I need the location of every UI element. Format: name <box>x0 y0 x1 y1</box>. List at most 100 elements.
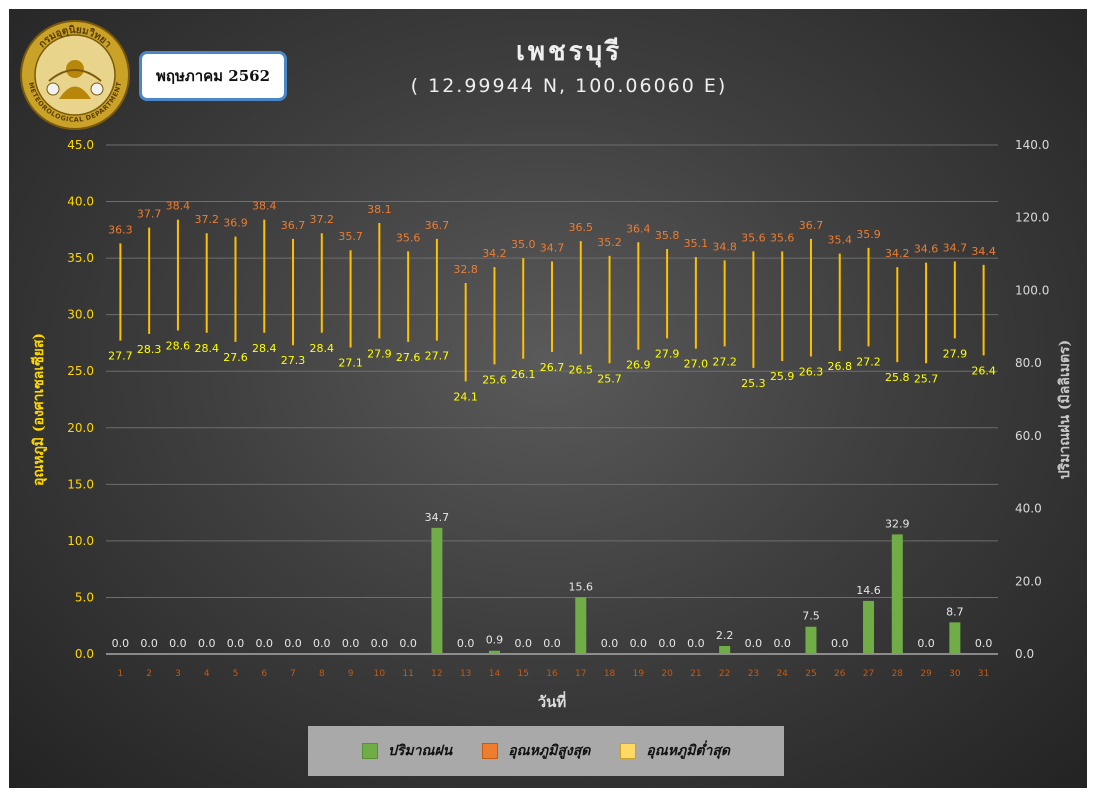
x-axis-tick-label: 3 <box>175 669 181 679</box>
min-temp-label: 26.1 <box>511 368 536 381</box>
rain-data-label: 15.6 <box>569 580 594 593</box>
rain-data-label: 8.7 <box>946 605 964 618</box>
min-temp-label: 25.3 <box>741 377 766 390</box>
min-temp-label: 27.7 <box>425 350 450 363</box>
rain-data-label: 0.0 <box>371 637 389 650</box>
max-temp-label: 36.3 <box>108 223 133 236</box>
right-axis-tick-label: 80.0 <box>1015 356 1042 370</box>
right-axis-tick-label: 60.0 <box>1015 429 1042 443</box>
rain-data-label: 34.7 <box>425 511 450 524</box>
rain-data-label: 0.0 <box>975 637 993 650</box>
rain-data-label: 0.0 <box>687 637 705 650</box>
right-axis-title: ปริมาณฝน (มิลลิเมตร) <box>1057 340 1073 479</box>
max-temp-label: 37.2 <box>310 213 335 226</box>
min-temp-label: 24.1 <box>453 390 478 403</box>
min-temp-label: 27.9 <box>943 347 968 360</box>
left-axis-tick-label: 25.0 <box>67 364 94 378</box>
max-temp-label: 35.9 <box>856 228 881 241</box>
rain-data-label: 0.0 <box>342 637 360 650</box>
left-axis-tick-label: 10.0 <box>67 534 94 548</box>
min-temp-label: 27.6 <box>396 351 421 364</box>
max-temp-label: 34.2 <box>482 247 507 260</box>
min-temp-label: 27.7 <box>108 350 133 363</box>
rain-data-label: 0.0 <box>745 637 763 650</box>
max-temp-label: 34.7 <box>943 242 968 255</box>
x-axis-tick-label: 24 <box>776 669 788 679</box>
rain-data-label: 0.0 <box>543 637 561 650</box>
rain-data-label: 7.5 <box>802 610 820 623</box>
max-temp-label: 35.0 <box>511 238 536 251</box>
rain-data-label: 0.0 <box>140 637 158 650</box>
legend-item-rain: ปริมาณฝน <box>361 740 452 762</box>
legend-swatch-rain <box>361 743 378 759</box>
x-axis-tick-label: 1 <box>118 669 124 679</box>
rain-bar <box>805 626 817 654</box>
x-axis-tick-label: 4 <box>204 669 210 679</box>
meteorological-department-logo: กรมอุตุนิยมวิทยา METEOROLOGICAL DEPARTME… <box>20 20 130 130</box>
max-temp-label: 35.2 <box>597 236 622 249</box>
max-temp-label: 34.7 <box>540 242 565 255</box>
max-temp-label: 35.6 <box>741 231 766 244</box>
x-axis-title: วันที่ <box>538 691 567 711</box>
x-axis-tick-label: 30 <box>949 669 961 679</box>
max-temp-label: 35.6 <box>770 231 795 244</box>
rain-data-label: 0.0 <box>313 637 331 650</box>
right-axis-tick-label: 40.0 <box>1015 502 1042 516</box>
rain-bar <box>949 622 961 654</box>
rain-bar <box>575 597 587 654</box>
max-temp-label: 38.4 <box>252 200 277 213</box>
chart-title: เพชรบุรี <box>515 37 623 67</box>
rain-data-label: 14.6 <box>856 584 881 597</box>
right-axis-tick-label: 140.0 <box>1015 138 1049 152</box>
min-temp-label: 26.3 <box>799 366 824 379</box>
left-axis-tick-label: 40.0 <box>67 195 94 209</box>
legend-swatch-max-temp <box>482 743 499 759</box>
left-axis-tick-label: 35.0 <box>67 251 94 265</box>
min-temp-label: 25.7 <box>914 372 939 385</box>
rain-bar <box>488 650 500 654</box>
x-axis-tick-label: 8 <box>319 669 325 679</box>
min-temp-label: 27.2 <box>856 355 881 368</box>
min-temp-label: 25.9 <box>770 370 795 383</box>
x-axis-tick-label: 27 <box>863 669 874 679</box>
min-temp-label: 28.6 <box>166 340 191 353</box>
max-temp-label: 36.7 <box>281 219 306 232</box>
max-temp-label: 37.2 <box>194 213 219 226</box>
month-label: พฤษภาคม 2562 <box>155 67 271 85</box>
min-temp-label: 28.4 <box>252 342 277 355</box>
min-temp-label: 25.7 <box>597 372 622 385</box>
max-temp-label: 34.4 <box>971 245 996 258</box>
max-temp-label: 35.1 <box>684 237 709 250</box>
right-axis-tick-label: 20.0 <box>1015 574 1042 588</box>
x-axis-tick-label: 13 <box>460 669 471 679</box>
x-axis-tick-label: 12 <box>431 669 442 679</box>
x-axis-tick-label: 6 <box>261 669 267 679</box>
left-axis-tick-label: 0.0 <box>75 647 94 661</box>
rain-data-label: 0.0 <box>917 637 935 650</box>
legend-swatch-min-temp <box>620 743 637 759</box>
rain-data-label: 0.0 <box>831 637 849 650</box>
min-temp-label: 25.8 <box>885 371 910 384</box>
max-temp-label: 35.8 <box>655 229 680 242</box>
rain-data-label: 0.0 <box>773 637 791 650</box>
x-axis-tick-label: 28 <box>892 669 904 679</box>
rain-data-label: 0.0 <box>112 637 130 650</box>
x-axis-tick-label: 5 <box>233 669 239 679</box>
x-axis-tick-label: 21 <box>690 669 701 679</box>
rain-data-label: 0.0 <box>284 637 302 650</box>
min-temp-label: 25.6 <box>482 373 507 386</box>
legend-item-min-temp: อุณหภูมิต่ำสุด <box>620 740 730 762</box>
min-temp-label: 26.7 <box>540 361 565 374</box>
max-temp-label: 38.1 <box>367 203 392 216</box>
x-axis-tick-label: 23 <box>748 669 759 679</box>
max-temp-label: 36.9 <box>223 217 248 230</box>
min-temp-label: 27.3 <box>281 354 306 367</box>
rain-data-label: 0.0 <box>198 637 216 650</box>
min-temp-label: 27.9 <box>367 347 392 360</box>
x-axis-tick-label: 25 <box>805 669 816 679</box>
x-axis-tick-label: 16 <box>546 669 558 679</box>
x-axis-tick-label: 10 <box>374 669 386 679</box>
chart-panel: กรมอุตุนิยมวิทยา METEOROLOGICAL DEPARTME… <box>9 9 1087 788</box>
min-temp-label: 26.5 <box>569 363 594 376</box>
rain-data-label: 0.0 <box>630 637 648 650</box>
